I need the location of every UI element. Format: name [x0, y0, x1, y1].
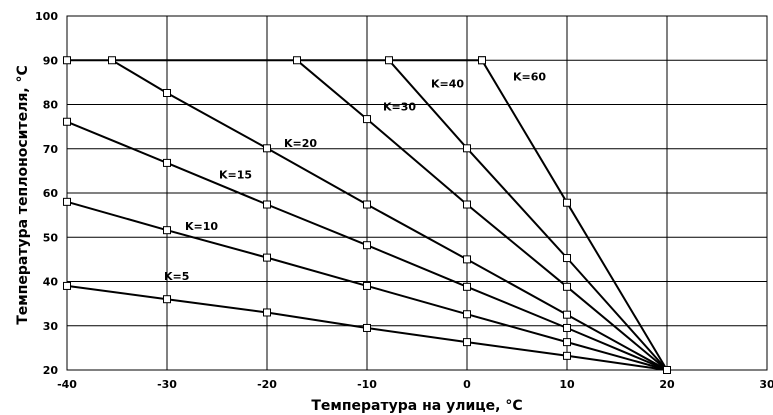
- series-line: [296, 59, 668, 371]
- y-tick-label: 90: [43, 54, 59, 67]
- y-tick-label: 80: [43, 99, 59, 112]
- data-point: [363, 200, 371, 209]
- data-point: [263, 144, 271, 153]
- data-point: [463, 310, 471, 319]
- series-label: K=5: [164, 270, 189, 283]
- data-point: [293, 56, 301, 65]
- x-tick-label: 10: [559, 378, 575, 391]
- data-point: [563, 282, 571, 291]
- series-labels: K=5 K=10 K=15 K=20 K=30 K=40 K=60: [164, 71, 546, 284]
- data-point: [163, 295, 171, 304]
- series-label: K=60: [513, 71, 546, 84]
- x-axis-label: Температура на улице, °С: [311, 398, 522, 414]
- data-point: [63, 117, 71, 126]
- x-tick-label: -10: [357, 378, 377, 391]
- series-markers: [63, 56, 671, 374]
- y-tick-label: 40: [43, 276, 59, 289]
- data-point: [63, 56, 71, 65]
- data-point: [478, 56, 486, 65]
- x-tick-label: -20: [257, 378, 277, 391]
- series-label: K=40: [431, 77, 464, 90]
- data-point: [63, 197, 71, 206]
- data-point: [563, 310, 571, 319]
- data-point: [263, 253, 271, 262]
- x-tick-label: 30: [759, 378, 773, 391]
- series-line: [481, 59, 668, 371]
- x-tick-label: -30: [157, 378, 177, 391]
- data-point: [108, 56, 116, 65]
- data-point: [563, 198, 571, 207]
- data-point: [263, 200, 271, 209]
- data-point: [563, 254, 571, 263]
- grid: [66, 15, 768, 371]
- series-label: K=30: [383, 101, 416, 114]
- data-point: [63, 281, 71, 290]
- data-point: [263, 308, 271, 317]
- data-point: [163, 158, 171, 167]
- data-point: [163, 88, 171, 97]
- data-point: [463, 255, 471, 264]
- y-tick-label: 50: [43, 231, 59, 244]
- data-point: [363, 281, 371, 290]
- data-point: [563, 323, 571, 332]
- data-point: [463, 282, 471, 291]
- data-point: [363, 323, 371, 332]
- plot-frame: [66, 15, 768, 371]
- data-point: [363, 115, 371, 124]
- series-line: [388, 59, 668, 371]
- data-point: [563, 338, 571, 347]
- y-tick-label: 20: [43, 364, 59, 377]
- data-point: [463, 338, 471, 347]
- y-tick-label: 60: [43, 187, 59, 200]
- series-label: K=20: [284, 137, 317, 150]
- y-tick-label: 30: [43, 320, 59, 333]
- x-tick-label: 20: [659, 378, 675, 391]
- x-tick-label: -40: [57, 378, 77, 391]
- data-point: [663, 366, 671, 374]
- series-label: K=10: [185, 220, 218, 233]
- data-point: [163, 226, 171, 235]
- y-tick-label: 100: [35, 10, 58, 23]
- tick-labels: -40 -30 -20 -10 0 10 20 30 20 30 40 50 60 70 80 90 100: [35, 10, 773, 391]
- data-point: [363, 241, 371, 250]
- series-label: K=15: [219, 168, 252, 181]
- data-point: [563, 351, 571, 360]
- y-tick-label: 70: [43, 143, 59, 156]
- data-point: [463, 144, 471, 153]
- y-axis-label: Температура теплоносителя, °С: [15, 65, 31, 325]
- data-point: [385, 56, 393, 65]
- data-point: [463, 200, 471, 209]
- x-tick-label: 0: [463, 378, 471, 391]
